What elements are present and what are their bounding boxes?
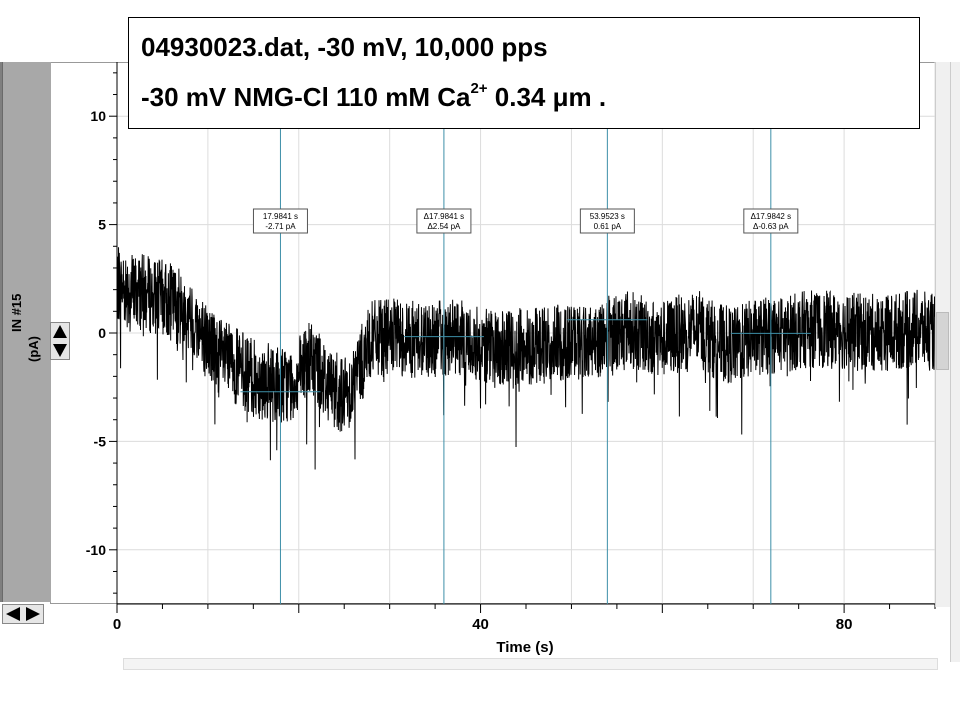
x-axis-label: Time (s) — [496, 639, 553, 656]
y-tick-label: 0 — [98, 325, 106, 341]
vertical-scroll-thumb[interactable] — [936, 312, 949, 370]
y-tick-label: 10 — [90, 108, 106, 124]
axis-gutter-inner — [2, 62, 51, 602]
cursor-label-box — [416, 208, 472, 234]
cursor-label-time: 53.9523 s — [590, 212, 625, 221]
cursor-label-time: 17.9841 s — [263, 212, 298, 221]
current-trace — [116, 247, 936, 470]
title-line-2: -30 mV NMG-Cl 110 mM Ca2+ 0.34 μm . — [141, 80, 607, 113]
cursor-label-box — [579, 208, 635, 234]
up-down-arrows-icon — [53, 325, 67, 357]
title-line-2-main: -30 mV NMG-Cl 110 mM Ca — [141, 82, 471, 112]
scale-up-down-button[interactable] — [50, 322, 70, 360]
axis-gutter — [0, 62, 51, 602]
horizontal-scrollbar[interactable] — [123, 658, 938, 670]
cursor-label-time: Δ17.9842 s — [751, 212, 791, 221]
cursor-layer: 17.9841 s-2.71 pA Δ17.9841 sΔ2.54 pA 53.95… — [240, 62, 811, 604]
cursor-label-time: Δ17.9841 s — [424, 212, 464, 221]
y-tick-label: -10 — [86, 542, 106, 558]
x-axis: 0 40 80 — [113, 603, 936, 633]
cursor-label-value: 0.61 pA — [594, 222, 622, 231]
y-tick-label: -5 — [94, 433, 107, 449]
cursor-label-box — [743, 208, 799, 234]
x-tick-label: 0 — [113, 616, 121, 633]
window-edge — [950, 62, 960, 662]
y-tick-label: 5 — [98, 217, 106, 233]
cursor-label-value: -2.71 pA — [265, 222, 296, 231]
cursor-label-box — [252, 208, 308, 234]
title-box: 04930023.dat, -30 mV, 10,000 pps -30 mV … — [128, 17, 920, 129]
title-line-2-tail: 0.34 μm . — [487, 82, 607, 112]
title-line-2-superscript: 2+ — [470, 80, 488, 97]
scroll-left-right-button[interactable] — [2, 604, 44, 624]
x-tick-label: 40 — [472, 616, 489, 633]
cursor-label-value: Δ-0.63 pA — [753, 222, 789, 231]
left-right-arrows-icon — [6, 607, 40, 621]
y-axis: 10 5 0 -5 -10 — [86, 62, 118, 604]
x-tick-label: 80 — [836, 616, 853, 633]
cursor-label-value: Δ2.54 pA — [427, 222, 461, 231]
title-line-1: 04930023.dat, -30 mV, 10,000 pps — [141, 32, 548, 62]
